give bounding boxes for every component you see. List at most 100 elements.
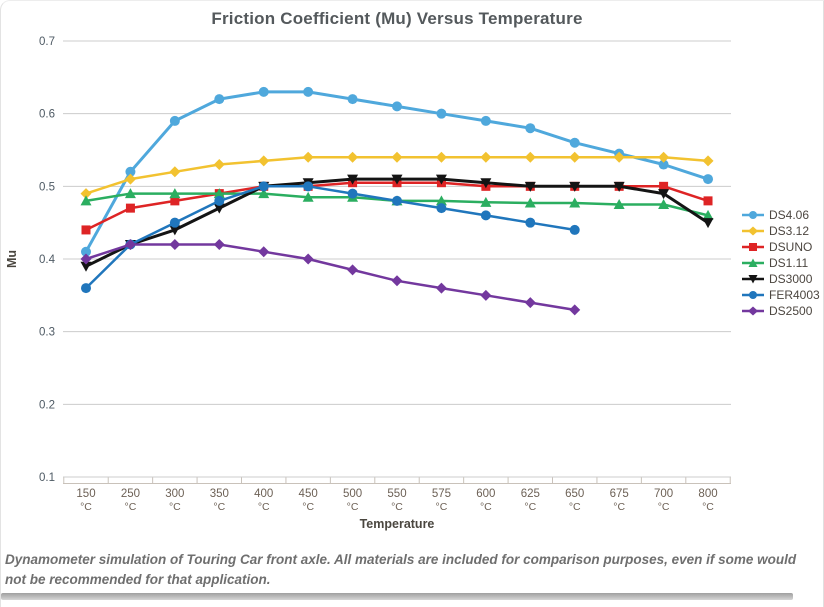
- data-point-DS4.06[interactable]: [658, 159, 669, 170]
- data-point-FER4003[interactable]: [569, 224, 580, 235]
- data-point-DS3000[interactable]: [524, 181, 536, 192]
- data-point-FER4003[interactable]: [347, 188, 358, 199]
- data-point-DS3000[interactable]: [702, 218, 714, 229]
- data-point-DS3.12[interactable]: [169, 166, 181, 178]
- data-point-FER4003[interactable]: [214, 195, 225, 206]
- legend-item-DSUNO[interactable]: DSUNO: [741, 239, 823, 255]
- data-point-DS3.12[interactable]: [302, 151, 314, 163]
- data-point-DS3.12[interactable]: [702, 155, 714, 167]
- data-point-FER4003[interactable]: [169, 217, 180, 228]
- data-point-DS1.11[interactable]: [524, 197, 536, 208]
- data-point-DS3000[interactable]: [569, 181, 581, 192]
- data-point-DS3.12[interactable]: [435, 151, 447, 163]
- data-point-FER4003[interactable]: [392, 195, 403, 206]
- data-point-DS1.11[interactable]: [613, 199, 625, 209]
- data-point-DS3000[interactable]: [435, 174, 447, 185]
- legend-marker-icon: [742, 306, 764, 316]
- data-point-DS2500[interactable]: [302, 253, 314, 265]
- data-point-DS3.12[interactable]: [80, 188, 92, 200]
- data-point-DS1.11[interactable]: [302, 191, 314, 202]
- data-point-DS4.06[interactable]: [436, 108, 447, 119]
- data-point-DS4.06[interactable]: [569, 137, 580, 148]
- data-point-DS2500[interactable]: [213, 238, 225, 250]
- data-point-DSUNO[interactable]: [170, 196, 180, 206]
- legend-item-DS1.11[interactable]: DS1.11: [741, 255, 823, 271]
- bottom-scrollbar[interactable]: [1, 593, 793, 600]
- x-tick-label: 800: [698, 488, 717, 500]
- data-point-DS4.06[interactable]: [703, 174, 714, 185]
- legend-item-DS3000[interactable]: DS3000: [741, 271, 823, 287]
- data-point-DS3000[interactable]: [213, 203, 225, 214]
- data-point-DS4.06[interactable]: [480, 115, 491, 126]
- data-point-DS4.06[interactable]: [214, 94, 225, 105]
- data-point-DS4.06[interactable]: [169, 115, 180, 126]
- data-point-DS1.11[interactable]: [80, 195, 92, 206]
- y-tick-label: 0.6: [39, 109, 55, 121]
- legend-item-DS3.12[interactable]: DS3.12: [741, 223, 823, 239]
- data-point-DS3.12[interactable]: [613, 151, 625, 163]
- legend-label: DS3000: [769, 272, 813, 286]
- data-point-DS1.11[interactable]: [213, 188, 225, 199]
- data-point-FER4003[interactable]: [258, 181, 269, 192]
- data-point-DS2500[interactable]: [569, 304, 581, 316]
- data-point-DS3000[interactable]: [80, 261, 92, 272]
- data-point-DS2500[interactable]: [391, 275, 403, 287]
- data-point-DS3.12[interactable]: [569, 151, 581, 163]
- data-point-DS4.06[interactable]: [81, 246, 91, 257]
- data-point-DS3000[interactable]: [658, 189, 670, 200]
- data-point-DS1.11[interactable]: [124, 188, 136, 199]
- data-point-DS3.12[interactable]: [258, 155, 270, 167]
- data-point-DSUNO[interactable]: [81, 225, 91, 235]
- data-point-DS3.12[interactable]: [213, 159, 225, 171]
- data-point-DS4.06[interactable]: [392, 101, 403, 112]
- data-point-DS4.06[interactable]: [125, 166, 136, 177]
- data-point-FER4003[interactable]: [81, 283, 91, 294]
- data-point-DS4.06[interactable]: [258, 86, 269, 97]
- data-point-DS2500[interactable]: [480, 289, 492, 301]
- data-point-DS3.12[interactable]: [524, 151, 536, 163]
- data-point-DSUNO[interactable]: [125, 203, 135, 213]
- data-point-DS3000[interactable]: [480, 178, 492, 189]
- data-point-DS3000[interactable]: [169, 225, 181, 236]
- data-point-DS1.11[interactable]: [569, 197, 581, 208]
- data-point-DS4.06[interactable]: [525, 123, 536, 134]
- data-point-DS2500[interactable]: [169, 238, 181, 250]
- data-point-DS1.11[interactable]: [480, 196, 492, 207]
- chart-legend: DS4.06 DS3.12 DSUNO DS1.11 DS3000 FER4003 DS25…: [741, 207, 823, 319]
- data-point-DS1.11[interactable]: [258, 188, 270, 199]
- data-point-FER4003[interactable]: [303, 181, 314, 192]
- data-point-DS1.11[interactable]: [658, 199, 670, 209]
- x-tick-unit: °C: [258, 501, 270, 513]
- data-point-DS2500[interactable]: [80, 253, 92, 265]
- data-point-DS3.12[interactable]: [480, 151, 492, 163]
- data-point-DS3000[interactable]: [613, 181, 625, 192]
- data-point-FER4003[interactable]: [480, 210, 491, 221]
- legend-item-DS4.06[interactable]: DS4.06: [741, 207, 823, 223]
- data-point-DS3.12[interactable]: [391, 151, 403, 163]
- data-point-DS2500[interactable]: [347, 264, 359, 276]
- data-point-DSUNO[interactable]: [703, 196, 713, 206]
- data-point-DS2500[interactable]: [124, 238, 136, 250]
- data-point-FER4003[interactable]: [525, 217, 536, 228]
- data-point-DS3.12[interactable]: [658, 151, 670, 163]
- data-point-DS4.06[interactable]: [347, 94, 358, 105]
- legend-item-DS2500[interactable]: DS2500: [741, 303, 823, 319]
- data-point-DS2500[interactable]: [524, 297, 536, 309]
- legend-item-FER4003[interactable]: FER4003: [741, 287, 823, 303]
- data-point-DS3.12[interactable]: [347, 151, 359, 163]
- data-point-DS3.12[interactable]: [124, 173, 136, 185]
- data-point-DS1.11[interactable]: [435, 195, 447, 206]
- legend-label: DS1.11: [769, 256, 809, 270]
- data-point-DS1.11[interactable]: [702, 209, 714, 220]
- data-point-DS3000[interactable]: [347, 174, 359, 185]
- data-point-DS2500[interactable]: [258, 246, 270, 258]
- data-point-DS1.11[interactable]: [169, 188, 181, 199]
- series-line-DS2500[interactable]: [84, 243, 576, 312]
- x-tick-label: 450: [299, 488, 318, 500]
- data-point-DS3000[interactable]: [391, 174, 403, 185]
- data-point-FER4003[interactable]: [436, 203, 447, 214]
- data-point-DS4.06[interactable]: [303, 86, 314, 97]
- data-point-DSUNO[interactable]: [659, 181, 669, 191]
- series-line-FER4003[interactable]: [84, 185, 576, 290]
- data-point-DS2500[interactable]: [435, 282, 447, 294]
